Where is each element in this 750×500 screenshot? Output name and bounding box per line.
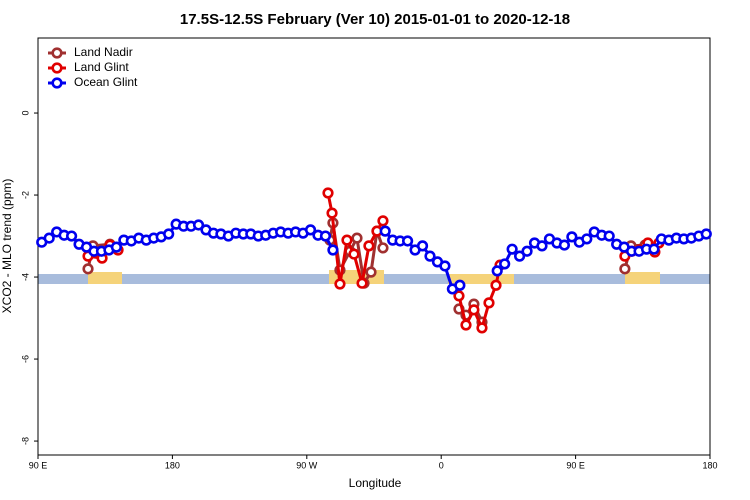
data-point bbox=[506, 243, 518, 255]
data-point bbox=[619, 263, 631, 275]
y-tick-label: -6 bbox=[20, 355, 30, 363]
data-point bbox=[377, 215, 389, 227]
x-tick-label: 180 bbox=[702, 460, 717, 470]
data-point bbox=[536, 240, 548, 252]
data-point bbox=[304, 224, 317, 236]
data-point bbox=[341, 234, 353, 246]
land-band bbox=[88, 272, 122, 284]
data-point bbox=[483, 297, 495, 309]
data-point bbox=[363, 240, 375, 252]
x-tick-label: 0 bbox=[439, 460, 444, 470]
legend-swatch bbox=[51, 47, 63, 59]
data-point bbox=[163, 228, 175, 240]
data-point bbox=[603, 230, 615, 242]
data-point bbox=[377, 242, 389, 254]
legend-swatch bbox=[51, 62, 63, 74]
data-point bbox=[460, 319, 472, 331]
data-point bbox=[43, 232, 55, 244]
data-point bbox=[416, 240, 429, 252]
y-axis-label: XCO2 - MLO trend (ppm) bbox=[0, 179, 14, 314]
data-point bbox=[379, 225, 391, 237]
x-tick-label: 90 W bbox=[296, 460, 318, 470]
data-point bbox=[65, 230, 78, 242]
legend-swatch bbox=[51, 77, 63, 89]
legend-label: Land Glint bbox=[74, 60, 129, 74]
x-tick-label: 180 bbox=[165, 460, 180, 470]
y-tick-label: -4 bbox=[20, 273, 30, 281]
data-point bbox=[499, 258, 511, 270]
data-point bbox=[334, 278, 346, 290]
data-point bbox=[424, 250, 436, 262]
legend-label: Land Nadir bbox=[74, 45, 133, 59]
data-point bbox=[319, 230, 332, 242]
data-point bbox=[365, 266, 377, 278]
data-point bbox=[648, 243, 660, 255]
data-point bbox=[581, 233, 593, 245]
x-axis-label: Longitude bbox=[349, 476, 402, 490]
data-point bbox=[322, 187, 334, 199]
legend-label: Ocean Glint bbox=[74, 75, 138, 89]
data-point bbox=[490, 279, 502, 291]
data-point bbox=[326, 207, 338, 219]
x-tick-label: 90 E bbox=[29, 460, 48, 470]
data-point bbox=[700, 228, 712, 240]
y-tick-label: 0 bbox=[20, 111, 30, 116]
data-point bbox=[513, 250, 526, 262]
data-point bbox=[491, 265, 503, 277]
x-tick-label: 90 E bbox=[566, 460, 585, 470]
data-point bbox=[348, 248, 360, 260]
data-point bbox=[558, 239, 571, 251]
data-point bbox=[402, 235, 414, 247]
data-point bbox=[356, 277, 368, 289]
land-band bbox=[448, 274, 514, 284]
data-point bbox=[351, 232, 363, 244]
data-point bbox=[521, 245, 533, 257]
data-point bbox=[468, 304, 480, 316]
data-point bbox=[454, 279, 466, 291]
y-tick-label: -8 bbox=[20, 437, 30, 445]
chart-title: 17.5S-12.5S February (Ver 10) 2015-01-01… bbox=[180, 11, 570, 28]
data-point bbox=[439, 260, 451, 272]
data-point bbox=[453, 290, 465, 302]
plot-frame bbox=[37, 37, 711, 456]
data-point bbox=[476, 322, 488, 334]
data-point bbox=[192, 219, 205, 231]
land-band bbox=[625, 272, 660, 284]
data-point bbox=[566, 231, 578, 243]
data-point bbox=[82, 263, 94, 275]
data-point bbox=[327, 244, 339, 256]
y-tick-label: -2 bbox=[20, 191, 30, 199]
data-point bbox=[110, 241, 122, 253]
